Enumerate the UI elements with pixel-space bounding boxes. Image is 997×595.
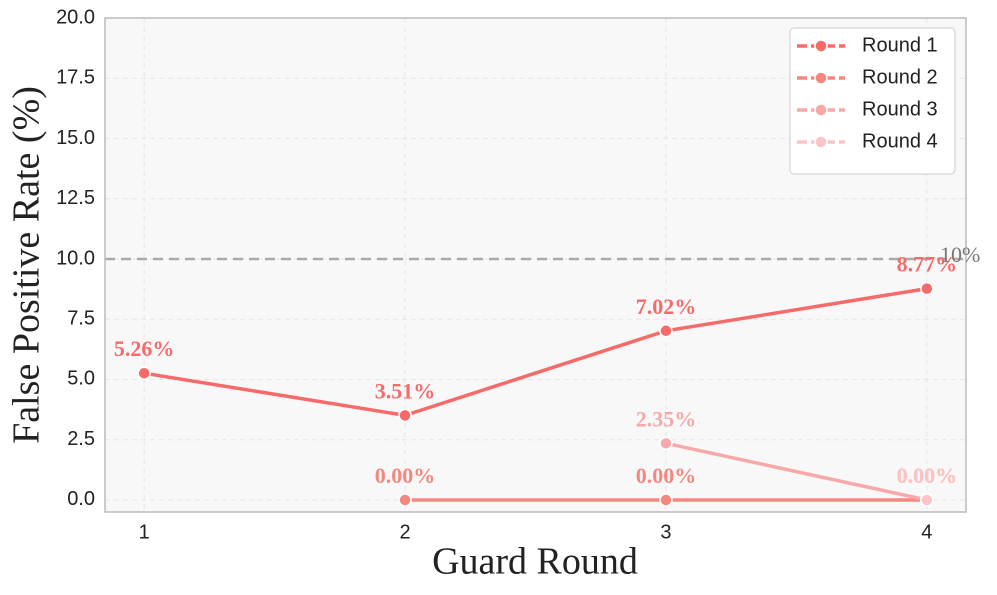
legend-marker — [814, 135, 828, 149]
value-label: 0.00% — [897, 463, 958, 488]
x-tick-label: 4 — [921, 521, 932, 543]
legend-marker — [814, 103, 828, 117]
value-label: 0.00% — [897, 463, 958, 488]
y-tick-label: 20.0 — [56, 6, 95, 28]
y-tick-label: 17.5 — [56, 67, 95, 89]
x-tick-label: 3 — [660, 521, 671, 543]
legend-marker — [814, 39, 828, 53]
x-axis-label: Guard Round — [432, 541, 638, 583]
data-point — [398, 408, 412, 423]
data-point — [659, 493, 673, 507]
value-label: 0.00% — [636, 463, 697, 488]
value-label: 2.35% — [636, 406, 697, 431]
y-tick-label: 5.0 — [67, 368, 95, 390]
data-point — [137, 366, 151, 380]
legend-marker — [814, 71, 828, 85]
value-label: 3.51% — [375, 378, 436, 403]
legend-label: Round 3 — [862, 98, 938, 120]
x-tick-label: 1 — [139, 521, 150, 543]
data-point — [659, 324, 673, 338]
reference-label: 10% — [940, 242, 980, 267]
legend-label: Round 2 — [862, 66, 938, 88]
value-label: 0.00% — [375, 463, 436, 488]
value-label: 5.26% — [114, 336, 175, 361]
value-label: 8.77% — [897, 252, 958, 277]
y-tick-label: 10.0 — [56, 247, 95, 269]
value-label: 7.02% — [636, 294, 697, 319]
series-line — [143, 286, 928, 418]
series-line — [665, 441, 928, 502]
x-tick-label: 2 — [399, 521, 410, 543]
data-point — [659, 436, 673, 451]
legend-box — [789, 27, 956, 175]
legend: Round 1 Round 2 Round 3 Round 4 — [789, 27, 956, 175]
y-tick-label: 2.5 — [67, 428, 95, 450]
y-tick-label: 7.5 — [67, 308, 95, 330]
legend-label: Round 1 — [862, 34, 938, 56]
plot-border — [104, 17, 967, 513]
value-label: 0.00% — [897, 463, 958, 488]
data-point — [920, 281, 934, 296]
y-tick-label: 15.0 — [56, 127, 95, 149]
legend-label: Round 4 — [862, 130, 938, 152]
data-point — [398, 493, 412, 507]
marks: 5.26% 3.51% 7.02% 8.77% 0.00% 0.00% 0.00% 2.35%… — [105, 252, 966, 507]
data-point — [920, 493, 934, 507]
y-tick-label: 12.5 — [56, 187, 95, 209]
y-tick-label: 0.0 — [67, 488, 95, 510]
y-axis-label: False Positive Rate (%) — [6, 86, 48, 444]
